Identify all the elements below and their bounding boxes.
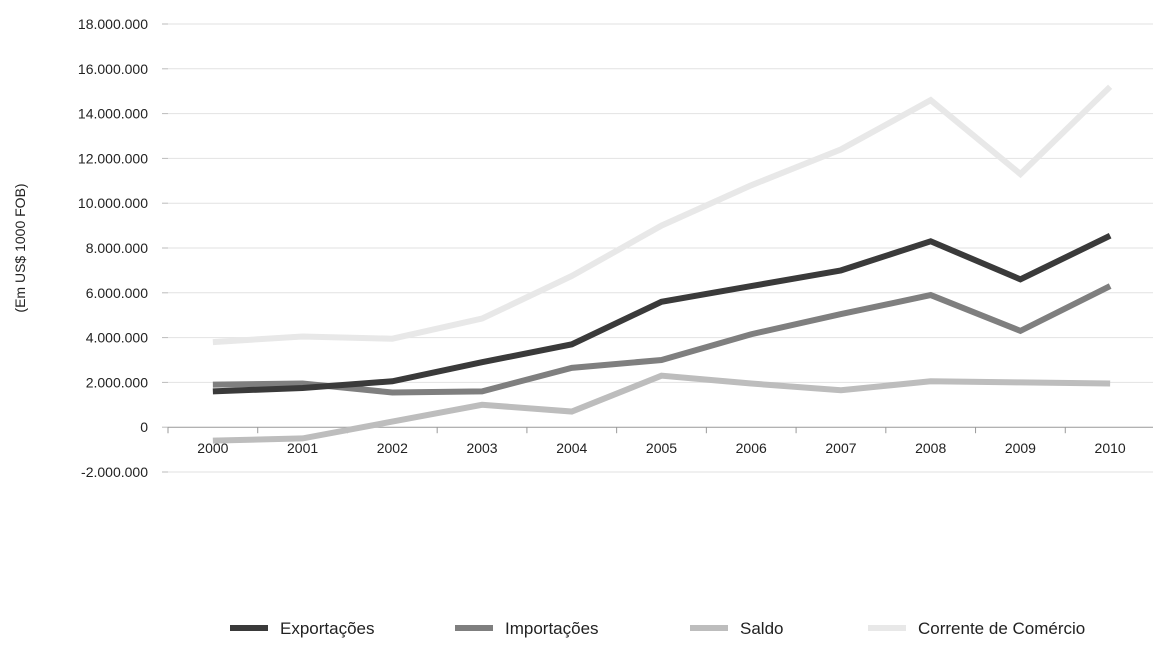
- legend-label: Saldo: [740, 619, 783, 638]
- legend-label: Importações: [505, 619, 599, 638]
- y-tick-label: 8.000.000: [86, 240, 148, 256]
- y-tick-label: 10.000.000: [78, 195, 148, 211]
- y-tick-label: -2.000.000: [81, 464, 148, 480]
- x-tick-label: 2003: [466, 440, 497, 456]
- x-tick-label: 2005: [646, 440, 677, 456]
- x-tick-label: 2006: [736, 440, 767, 456]
- y-tick-label: 16.000.000: [78, 61, 148, 77]
- y-tick-label: 12.000.000: [78, 150, 148, 166]
- x-tick-label: 2009: [1005, 440, 1036, 456]
- y-tick-label: 4.000.000: [86, 330, 148, 346]
- x-axis: 2000 2001 2002 2003 2004 2005 2006 2007 2008 2009…: [168, 427, 1153, 456]
- y-axis-label: (Em US$ 1000 FOB): [12, 183, 28, 312]
- x-tick-label: 2002: [377, 440, 408, 456]
- x-tick-label: 2001: [287, 440, 318, 456]
- legend-label: Corrente de Comércio: [918, 619, 1085, 638]
- y-tick-label: 6.000.000: [86, 285, 148, 301]
- x-tick-label: 2008: [915, 440, 946, 456]
- y-tick-label: 0: [140, 419, 148, 435]
- y-tick-label: 2.000.000: [86, 374, 148, 390]
- x-tick-label: 2007: [825, 440, 856, 456]
- legend: Exportações Importações Saldo Corrente de C…: [230, 619, 1085, 638]
- y-axis-ticks: 18.000.000 16.000.000 14.000.000 12.000.000…: [78, 16, 168, 480]
- y-tick-label: 14.000.000: [78, 106, 148, 122]
- legend-label: Exportações: [280, 619, 375, 638]
- x-tick-label: 2004: [556, 440, 587, 456]
- y-tick-label: 18.000.000: [78, 16, 148, 32]
- series-lines: [213, 87, 1110, 441]
- grid: [168, 24, 1153, 472]
- x-tick-label: 2010: [1095, 440, 1126, 456]
